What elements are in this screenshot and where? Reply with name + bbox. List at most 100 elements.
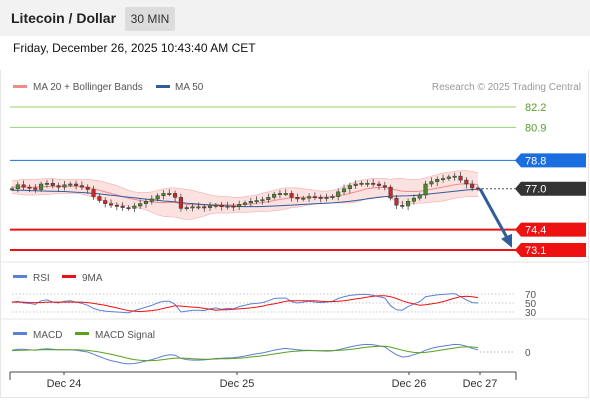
- candle-body: [9, 188, 15, 191]
- timestamp: Friday, December 26, 2025 10:43:40 AM CE…: [13, 41, 256, 55]
- candle-body: [435, 179, 440, 182]
- level-label-support: 74.4: [525, 225, 546, 237]
- rsi-line: [11, 293, 479, 314]
- candle-body: [353, 183, 358, 186]
- candle-body: [248, 201, 253, 204]
- candle-body: [330, 196, 335, 199]
- candle-body: [143, 201, 149, 204]
- macd-line: [11, 343, 479, 365]
- candle-body: [318, 197, 323, 199]
- candle-body: [411, 197, 416, 202]
- candle-body: [219, 204, 224, 208]
- chart-frame: [0, 70, 589, 398]
- candle-body: [208, 205, 213, 208]
- candle-body: [196, 206, 201, 209]
- candle-body: [178, 197, 183, 209]
- candle-body: [138, 203, 143, 207]
- candle-body: [406, 201, 411, 207]
- candle-body: [213, 204, 218, 207]
- candle-body: [464, 179, 469, 185]
- candle-body: [272, 193, 277, 198]
- candle-body: [336, 191, 341, 197]
- candle-body: [470, 183, 475, 189]
- level-label-support: 73.1: [525, 245, 546, 257]
- candle-body: [161, 193, 166, 197]
- candle-body: [103, 200, 108, 204]
- candle-body: [254, 200, 259, 202]
- level-label-resistance: 82.2: [525, 102, 546, 114]
- candle-body: [231, 205, 236, 208]
- candle-body: [202, 206, 207, 209]
- candle-body: [132, 205, 137, 209]
- candle-body: [400, 204, 405, 207]
- header-bar: Litecoin / Dollar 30 MIN: [0, 0, 590, 36]
- level-label-resistance: 80.9: [525, 122, 546, 134]
- candle-body: [167, 193, 172, 195]
- candle-body: [260, 199, 265, 202]
- candle-body: [365, 182, 370, 185]
- candle-body: [324, 197, 329, 199]
- candle-body: [79, 185, 84, 188]
- candle-body: [225, 205, 230, 208]
- legend-swatch-bollinger: [13, 85, 27, 88]
- candle-body: [44, 182, 50, 185]
- candle-body: [359, 182, 364, 185]
- candle-body: [441, 178, 446, 180]
- macd-signal-line: [11, 345, 479, 362]
- candle-body: [155, 195, 160, 200]
- level-label-current: 77.0: [525, 184, 546, 196]
- candle-body: [382, 185, 387, 188]
- legend-swatch-macd: [13, 332, 27, 335]
- legend-label-rsi: RSI: [33, 273, 50, 284]
- candle-body: [295, 197, 300, 200]
- candle-body: [307, 196, 312, 199]
- candle-body: [376, 183, 382, 186]
- macd-level-label: 0: [525, 348, 531, 359]
- x-tick-label: Dec 25: [220, 378, 255, 390]
- legend-swatch-macd-signal: [75, 332, 89, 335]
- legend-label-ma50: MA 50: [175, 82, 204, 93]
- candle-body: [56, 185, 61, 188]
- bollinger-upper: [11, 170, 479, 198]
- instrument-title: Litecoin / Dollar: [11, 10, 117, 26]
- rsi-level-label: 30: [525, 308, 537, 319]
- candle-body: [39, 183, 44, 190]
- candle-body: [289, 193, 294, 198]
- candle-body: [446, 176, 451, 179]
- candle-body: [126, 207, 131, 210]
- candle-body: [458, 175, 463, 181]
- candle-body: [21, 184, 26, 188]
- candle-body: [27, 186, 32, 189]
- x-tick-label: Dec 27: [463, 378, 498, 390]
- candle-body: [91, 189, 96, 197]
- candle-body: [452, 175, 457, 178]
- candle-body: [429, 181, 434, 185]
- legend-label-macd-signal: MACD Signal: [95, 330, 155, 341]
- bollinger-lower: [11, 192, 478, 220]
- level-tag-pivot: [515, 153, 586, 168]
- candle-body: [97, 196, 102, 201]
- rsi-level-label: 50: [525, 299, 537, 310]
- candle-body: [475, 187, 481, 190]
- candle-body: [371, 182, 376, 185]
- candle-body: [15, 184, 20, 189]
- level-label-pivot: 78.8: [525, 155, 546, 167]
- legend-label-macd: MACD: [33, 330, 62, 341]
- candle-body: [388, 186, 393, 199]
- level-tag-support: [515, 222, 586, 237]
- projection-arrow-shaft: [478, 187, 509, 239]
- level-tag-support: [515, 243, 586, 257]
- candle-body: [312, 196, 317, 199]
- x-tick-label: Dec 24: [47, 378, 82, 390]
- projection-arrow-head: [501, 233, 512, 248]
- timeframe-button[interactable]: 30 MIN: [125, 7, 175, 31]
- candle-body: [301, 197, 306, 200]
- candle-body: [347, 185, 352, 189]
- candle-body: [237, 204, 242, 208]
- legend-swatch-rsi: [13, 275, 27, 278]
- legend-label-bollinger: MA 20 + Bollinger Bands: [33, 82, 143, 93]
- candle-body: [184, 207, 189, 210]
- candle-body: [120, 205, 125, 208]
- candle-body: [33, 187, 38, 190]
